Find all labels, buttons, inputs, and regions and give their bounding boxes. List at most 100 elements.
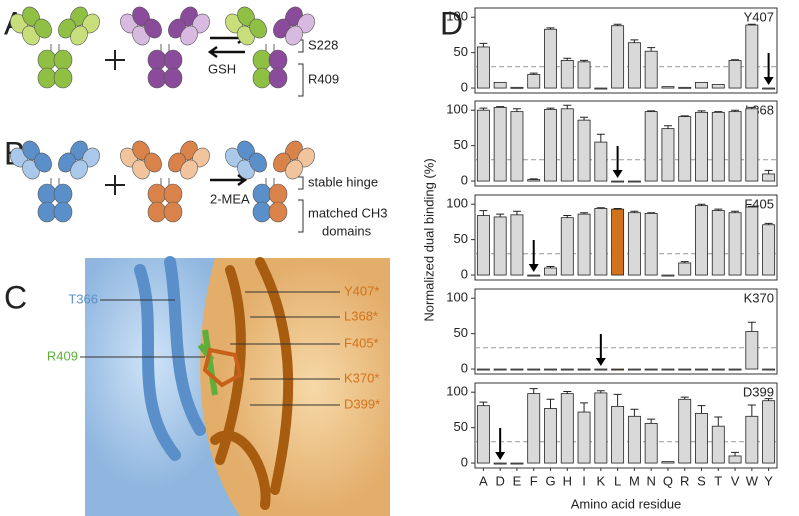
bar [594, 87, 608, 90]
bar [510, 86, 524, 89]
x-tick-label: T [714, 473, 722, 488]
bar [644, 422, 658, 464]
error-bar [697, 405, 706, 414]
bar [611, 180, 625, 183]
x-tick-label: E [513, 473, 522, 488]
bar [728, 212, 742, 276]
bar [560, 217, 574, 276]
bar [560, 60, 574, 89]
bar [728, 111, 742, 182]
x-tick-label: L [614, 473, 621, 488]
error-bar [496, 213, 505, 217]
bar [544, 267, 557, 276]
arrow-head [763, 77, 774, 86]
arrow-head [495, 452, 506, 461]
bar [476, 46, 490, 89]
bar [493, 81, 507, 89]
bracket [298, 176, 304, 233]
error-bar [596, 133, 605, 143]
bar [661, 86, 675, 89]
plot-frame [474, 194, 778, 281]
bar [762, 173, 776, 182]
y-tick-label: 0 [461, 266, 468, 281]
error-bar [529, 388, 538, 394]
y-tick-label: 100 [446, 290, 468, 305]
bar [510, 111, 524, 182]
bar [745, 108, 759, 182]
y-tick-label: 100 [446, 102, 468, 117]
bar [678, 262, 692, 276]
domain [252, 183, 272, 205]
error-bar [479, 42, 488, 47]
bar [476, 368, 490, 371]
domain [147, 67, 167, 89]
domain [37, 67, 57, 89]
arrow-head [595, 358, 606, 367]
error-bar [630, 39, 639, 43]
bar [527, 393, 541, 464]
bar [627, 212, 641, 276]
bar [544, 408, 557, 464]
error-bar [479, 401, 488, 406]
error-bar [747, 321, 756, 332]
label: matched CH3 [308, 205, 387, 220]
antibody [120, 140, 210, 223]
error-bar [563, 104, 572, 109]
x-tick-label: M [629, 473, 640, 488]
bar [560, 108, 574, 182]
bar [510, 462, 524, 465]
y-tick-label: 0 [461, 360, 468, 375]
bar [577, 119, 591, 182]
bar [711, 210, 725, 276]
domain [53, 67, 73, 89]
domain [249, 152, 267, 173]
bar [678, 368, 692, 371]
arrow-head [612, 170, 623, 179]
residue-label: D399* [344, 396, 380, 411]
x-tick-label: S [697, 473, 706, 488]
panel-a: GSH S228 R409 [105, 31, 339, 97]
domain [163, 183, 183, 205]
bar [745, 415, 759, 464]
bar [644, 50, 658, 89]
bar [627, 180, 641, 183]
y-tick-label: 50 [454, 44, 468, 59]
residue-label: R409 [47, 348, 78, 363]
bar [594, 141, 608, 182]
plot-frame [474, 100, 778, 187]
bar [678, 86, 692, 89]
subplot-title: Y407 [744, 9, 774, 24]
bar [695, 205, 708, 276]
y-tick-label: 0 [461, 79, 468, 94]
arrow-head [528, 264, 539, 273]
domain [285, 159, 303, 180]
bar [661, 274, 675, 277]
bar [611, 208, 625, 276]
bar [728, 455, 742, 464]
domain [252, 49, 272, 71]
bar [577, 61, 591, 89]
domain [252, 201, 272, 223]
bar [577, 368, 591, 371]
domain [144, 18, 162, 39]
panel-c: T366 R409 Y407* L368* F405* K370* D399* [47, 256, 390, 516]
plot-frame [474, 288, 778, 375]
plot-frame [474, 382, 778, 469]
x-tick-label: K [596, 473, 605, 488]
domain [163, 67, 183, 89]
x-tick-label: W [746, 473, 759, 488]
x-tick-label: G [545, 473, 555, 488]
bar [762, 224, 776, 276]
bar [627, 415, 641, 464]
bar [611, 405, 625, 464]
error-bar [512, 210, 521, 215]
bar [493, 106, 507, 182]
error-bar [663, 125, 672, 129]
bar [728, 60, 742, 89]
bar [611, 25, 625, 89]
panel-b: 2-MEA stable hinge matched CH3 domains [105, 173, 387, 238]
bar [544, 368, 557, 371]
bar [644, 111, 658, 182]
bar [745, 24, 759, 89]
bar [577, 213, 591, 276]
